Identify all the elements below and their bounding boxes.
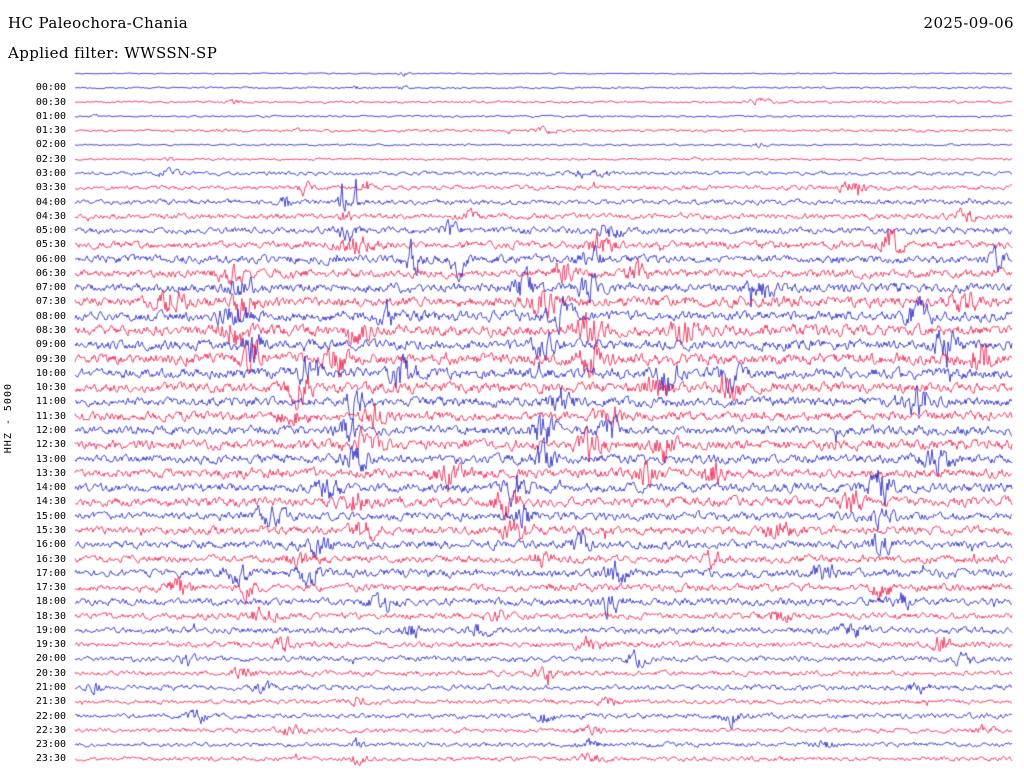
time-label: 07:00 bbox=[35, 282, 66, 294]
time-label: 21:00 bbox=[35, 682, 66, 694]
time-label: 06:00 bbox=[35, 253, 66, 265]
time-label: 21:30 bbox=[35, 696, 66, 708]
channel-axis-label: HHZ - 5000 bbox=[3, 383, 14, 454]
time-label: 08:00 bbox=[35, 310, 66, 322]
time-label: 18:30 bbox=[35, 610, 66, 622]
time-label: 15:30 bbox=[35, 524, 66, 536]
time-label: 06:30 bbox=[35, 267, 66, 279]
time-label: 23:00 bbox=[35, 739, 66, 751]
filter-label: Applied filter: WWSSN-SP bbox=[8, 44, 218, 62]
time-label: 19:30 bbox=[35, 639, 66, 651]
time-label: 01:00 bbox=[35, 110, 66, 122]
time-label: 14:30 bbox=[35, 496, 66, 508]
time-label: 10:00 bbox=[35, 367, 66, 379]
time-label: 03:00 bbox=[35, 167, 66, 179]
station-title: HC Paleochora-Chania bbox=[8, 14, 189, 32]
time-label: 20:30 bbox=[35, 667, 66, 679]
time-label: 00:00 bbox=[35, 82, 66, 94]
time-label: 07:30 bbox=[35, 296, 66, 308]
time-label: 11:00 bbox=[35, 396, 66, 408]
time-label: 22:30 bbox=[35, 724, 66, 736]
date-label: 2025-09-06 bbox=[923, 14, 1014, 32]
time-label: 04:30 bbox=[35, 210, 66, 222]
time-label: 13:00 bbox=[35, 453, 66, 465]
time-label: 03:30 bbox=[35, 182, 66, 194]
time-label: 04:00 bbox=[35, 196, 66, 208]
time-label: 12:30 bbox=[35, 439, 66, 451]
time-label: 00:30 bbox=[35, 96, 66, 108]
time-label: 10:30 bbox=[35, 382, 66, 394]
time-label: 17:30 bbox=[35, 582, 66, 594]
time-label: 16:00 bbox=[35, 539, 66, 551]
time-label: 09:30 bbox=[35, 353, 66, 365]
time-label: 14:00 bbox=[35, 482, 66, 494]
time-label: 20:00 bbox=[35, 653, 66, 665]
time-label: 05:30 bbox=[35, 239, 66, 251]
time-label: 08:30 bbox=[35, 325, 66, 337]
time-label: 17:00 bbox=[35, 567, 66, 579]
time-label: 18:00 bbox=[35, 596, 66, 608]
time-label: 16:30 bbox=[35, 553, 66, 565]
time-label: 02:00 bbox=[35, 139, 66, 151]
time-label: 22:00 bbox=[35, 710, 66, 722]
time-label: 01:30 bbox=[35, 125, 66, 137]
time-label: 12:00 bbox=[35, 425, 66, 436]
time-label: 09:00 bbox=[35, 339, 66, 351]
time-label: 15:00 bbox=[35, 510, 66, 522]
time-label: 02:30 bbox=[35, 153, 66, 165]
time-label: 13:30 bbox=[35, 467, 66, 479]
time-label: 19:00 bbox=[35, 624, 66, 636]
time-label: 23:30 bbox=[35, 753, 66, 765]
time-label: 05:00 bbox=[35, 225, 66, 237]
time-label: 11:30 bbox=[35, 410, 66, 422]
